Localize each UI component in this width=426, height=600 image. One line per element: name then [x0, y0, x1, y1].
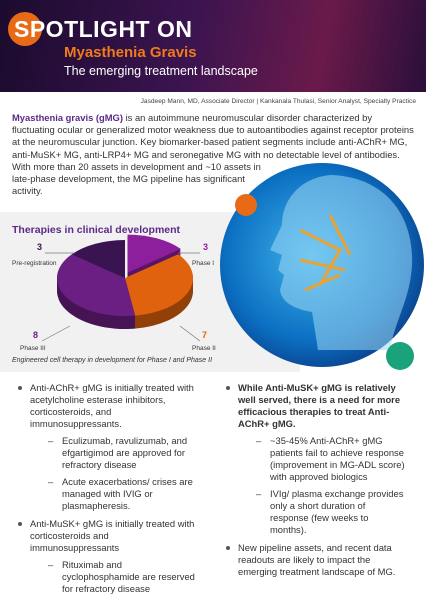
- bullet-text: While Anti-MuSK+ gMG is relatively well …: [238, 382, 401, 429]
- intro-text: is an autoimmune neuromuscular disorder …: [12, 112, 414, 197]
- bullet-column: While Anti-MuSK+ gMG is relatively well …: [226, 382, 406, 584]
- sub-bullet: ~35-45% Anti-AChR+ gMG patients fail to …: [256, 435, 406, 483]
- value-label: 3: [37, 242, 42, 252]
- intro-term: Myasthenia gravis (gMG): [12, 112, 123, 123]
- chart-title: Therapies in clinical development: [12, 224, 181, 236]
- pie-slice: [125, 254, 193, 316]
- sub-bullet: Acute exacerbations/ crises are managed …: [48, 476, 198, 512]
- subtitle: The emerging treatment landscape: [64, 64, 258, 78]
- category-label: Phase I: [192, 260, 214, 267]
- leader-line: [41, 325, 71, 342]
- leader-line: [179, 325, 201, 342]
- header: SPOTLIGHT ON Myasthenia Gravis The emerg…: [0, 0, 426, 92]
- bullet: New pipeline assets, and recent data rea…: [226, 542, 406, 578]
- sub-bullet: Rituximab and cyclophosphamide are reser…: [48, 559, 198, 595]
- bullet-column: Anti-AChR+ gMG is initially treated with…: [18, 382, 198, 600]
- chart-caption: Engineered cell therapy in development f…: [12, 357, 212, 364]
- pie-slice: [127, 234, 181, 273]
- value-label: 8: [33, 330, 38, 340]
- authors: Jasdeep Mann, MD, Associate Director | K…: [140, 98, 416, 105]
- pie-slice: [57, 254, 136, 316]
- bullet-text: Anti-MuSK+ gMG is initially treated with…: [30, 518, 195, 553]
- pie-slice: [71, 240, 125, 278]
- value-label: 7: [202, 330, 207, 340]
- intro: Myasthenia gravis (gMG) is an autoimmune…: [12, 112, 416, 360]
- category-label: Phase III: [20, 345, 46, 352]
- illustration: [220, 163, 424, 370]
- category-label: Pre-registration: [12, 260, 57, 267]
- bullet-text: New pipeline assets, and recent data rea…: [238, 542, 396, 577]
- bullets: Anti-AChR+ gMG is initially treated with…: [0, 382, 426, 600]
- bullet: Anti-MuSK+ gMG is initially treated with…: [18, 518, 198, 600]
- kicker: SPOTLIGHT ON: [14, 16, 193, 42]
- sub-bullet: IVIg/ plasma exchange provides only a sh…: [256, 488, 406, 536]
- chart: Therapies in clinical development Engine…: [12, 163, 424, 370]
- title: Myasthenia Gravis: [64, 44, 197, 61]
- bullet-text: Anti-AChR+ gMG is initially treated with…: [30, 382, 194, 429]
- category-label: Phase II: [192, 345, 216, 352]
- bullet: While Anti-MuSK+ gMG is relatively well …: [226, 382, 406, 536]
- sub-bullet: Eculizumab, ravulizumab, and efgartigimo…: [48, 435, 198, 471]
- accent-dot: [8, 12, 42, 46]
- bullet: Anti-AChR+ gMG is initially treated with…: [18, 382, 198, 512]
- value-label: 3: [203, 242, 208, 252]
